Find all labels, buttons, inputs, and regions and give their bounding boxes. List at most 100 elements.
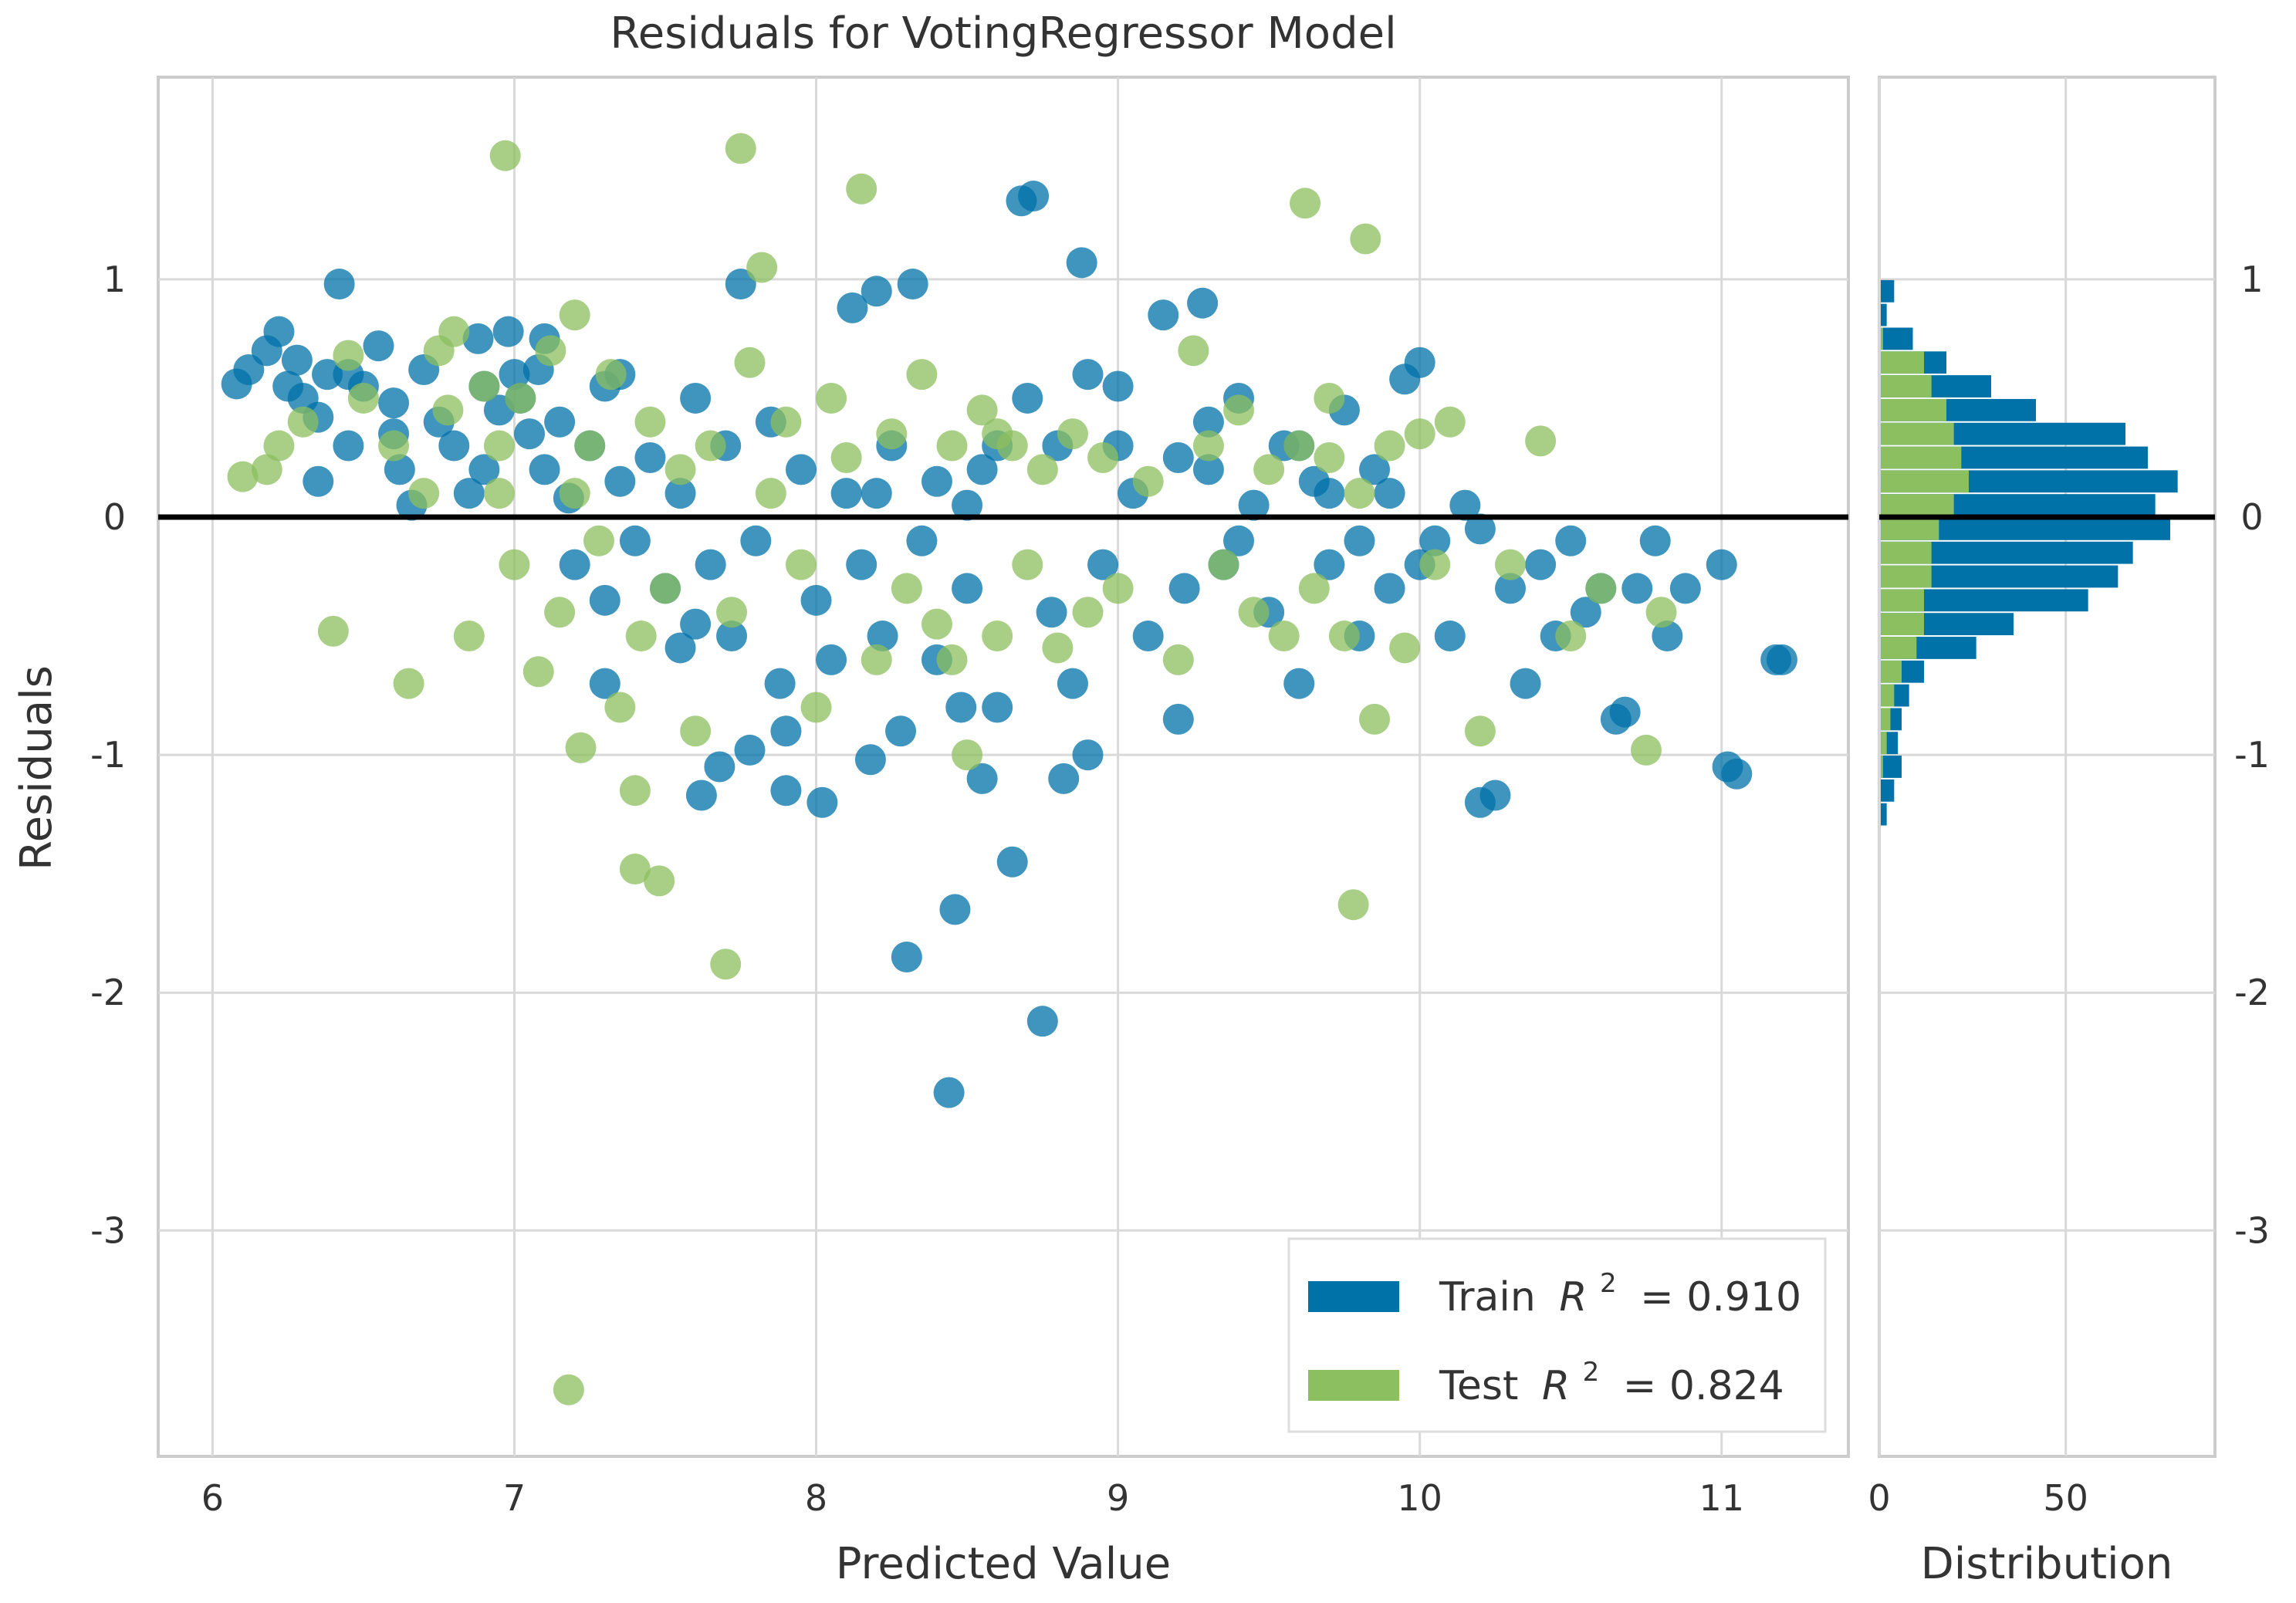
legend-test-swatch: [1308, 1370, 1399, 1401]
legend-train-r: R: [1559, 1274, 1587, 1321]
x-tick-label: 9: [1107, 1477, 1129, 1519]
test-point: [1208, 549, 1239, 580]
test-point: [1434, 406, 1466, 438]
histogram-test-bar: [1881, 565, 1932, 588]
train-point: [1621, 573, 1653, 604]
train-point: [333, 430, 364, 462]
train-point: [846, 549, 877, 580]
test-point: [1645, 597, 1677, 628]
histogram-x-axis-title: Distribution: [1921, 1539, 2173, 1589]
test-point: [1223, 394, 1255, 426]
test-point: [1359, 703, 1391, 735]
train-point: [996, 846, 1028, 878]
test-point: [1464, 715, 1496, 747]
histogram-test-bar: [1881, 708, 1891, 731]
train-point: [1072, 359, 1104, 391]
train-point: [785, 454, 817, 485]
test-point: [1374, 430, 1405, 462]
train-point: [589, 584, 620, 616]
train-point: [664, 478, 696, 509]
train-point: [303, 465, 334, 497]
train-point: [1706, 549, 1737, 580]
test-point: [1238, 597, 1270, 628]
train-point: [770, 715, 802, 747]
test-point: [553, 1374, 584, 1405]
train-point: [544, 406, 576, 438]
legend-test-r: R: [1542, 1363, 1570, 1409]
test-point: [755, 478, 786, 509]
test-point: [251, 454, 282, 485]
test-point: [936, 430, 968, 462]
test-point: [432, 394, 464, 426]
test-point: [1026, 454, 1058, 485]
x-tick-label: 10: [1397, 1477, 1442, 1519]
train-point: [1479, 780, 1511, 811]
test-point: [468, 370, 500, 402]
test-point: [861, 644, 892, 675]
train-point: [1374, 573, 1405, 604]
histogram-test-bar: [1881, 684, 1895, 707]
train-point: [1283, 668, 1315, 699]
test-point: [800, 692, 832, 723]
train-point: [1314, 478, 1345, 509]
train-point: [1168, 573, 1200, 604]
train-point: [263, 316, 295, 347]
histogram-test-bar: [1881, 351, 1924, 374]
test-point: [695, 430, 726, 462]
train-point: [604, 465, 636, 497]
legend-train-name: Train: [1439, 1274, 1536, 1321]
test-point: [625, 621, 657, 652]
train-point: [1036, 597, 1067, 628]
train-point: [363, 330, 394, 362]
train-point: [1012, 382, 1043, 414]
train-point: [462, 323, 494, 354]
test-point: [408, 478, 440, 509]
legend-test-name: Test: [1439, 1363, 1518, 1409]
test-point: [1178, 335, 1209, 367]
train-point: [438, 430, 470, 462]
test-point: [393, 668, 424, 699]
train-point: [1639, 525, 1671, 556]
test-point: [650, 573, 681, 604]
test-point: [604, 692, 636, 723]
train-point: [861, 478, 892, 509]
histogram-y-tick-label: 1: [2240, 259, 2263, 300]
histogram-test-bar: [1881, 541, 1932, 564]
test-point: [505, 382, 536, 414]
test-point: [522, 656, 554, 688]
test-point: [716, 597, 748, 628]
train-point: [800, 584, 832, 616]
train-point: [1344, 525, 1375, 556]
train-point: [664, 632, 696, 664]
test-point: [725, 133, 756, 164]
train-point: [1087, 549, 1119, 580]
histogram-test-bar: [1881, 660, 1902, 683]
train-point: [854, 744, 886, 776]
train-point: [816, 644, 847, 675]
train-point: [861, 276, 892, 307]
histogram-test-bar: [1881, 375, 1932, 397]
histogram-test-bar: [1881, 637, 1917, 659]
test-point: [921, 608, 952, 640]
train-point: [1609, 696, 1641, 728]
train-point: [492, 316, 524, 347]
train-point: [725, 269, 756, 300]
test-point: [1132, 465, 1164, 497]
train-point: [764, 668, 796, 699]
train-point: [891, 941, 922, 972]
train-point: [740, 525, 772, 556]
chart-title: Residuals for VotingRegressor Model: [610, 8, 1396, 59]
train-point: [770, 775, 802, 807]
test-point: [347, 382, 379, 414]
histogram-test-bar: [1881, 398, 1946, 421]
legend-test-label: Test R 2 = 0.824: [1439, 1344, 1784, 1409]
test-point: [499, 549, 530, 580]
histogram-x-tick-label: 0: [1868, 1477, 1890, 1519]
test-point: [906, 359, 938, 391]
train-point: [281, 344, 313, 376]
test-point: [535, 335, 566, 367]
test-point: [559, 299, 590, 331]
test-point: [1344, 478, 1375, 509]
train-point: [837, 292, 868, 323]
y-tick-label: 1: [103, 259, 126, 300]
